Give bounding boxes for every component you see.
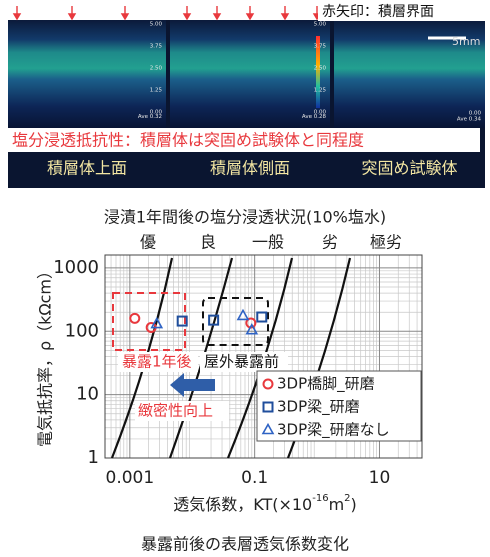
x-axis-label: 透気係数，KT(×10-16m2)	[173, 493, 357, 514]
panel-scale-label: 2.50	[150, 66, 163, 72]
grade-label: 良	[200, 233, 216, 252]
annotation: 屋外暴露前	[204, 353, 279, 371]
grade-label: 優	[140, 233, 156, 252]
panel-scale-label: Ave 0.28	[302, 114, 327, 120]
grade-label: 劣	[322, 233, 338, 252]
panel-scale-label: 1.25	[314, 88, 327, 94]
x-tick-label: 0.001	[106, 468, 155, 488]
panel-scale-label: Ave 0.34	[457, 117, 482, 123]
x-tick-label: 0.1	[241, 468, 268, 488]
y-tick-label: 1	[88, 447, 99, 468]
y-tick-label: 100	[65, 320, 99, 341]
marker	[257, 313, 266, 322]
legend-label: 3DP梁_研磨なし	[277, 421, 390, 440]
panel-label: 突固め試験体	[361, 159, 457, 178]
annotation: 緻密性向上	[138, 402, 213, 420]
x-label-sup: -16	[312, 493, 328, 504]
panel-scale-label: 3.75	[150, 44, 163, 50]
y-tick-label: 1000	[53, 257, 99, 278]
plot	[130, 310, 266, 333]
chart-title: 暴露前後の表層透気係数変化	[141, 535, 349, 554]
panel-scale-label: 5.00	[150, 22, 163, 28]
y-axis-label: 電気抵抗率，ρ（kΩcm）	[36, 263, 55, 447]
x-label-part: 透気係数，KT(×10	[173, 495, 312, 514]
caption: 浸漬1年間後の塩分浸透状況(10%塩水)	[104, 208, 386, 227]
arrows	[14, 6, 320, 19]
marker	[130, 314, 139, 323]
image-panel	[170, 20, 330, 128]
x-tick-label: 10	[369, 468, 391, 488]
panel-scale-label: 3.75	[314, 44, 327, 50]
banner: 塩分浸透抵抗性：積層体は突固め試験体と同程度	[12, 131, 364, 150]
panel-scale-label: Ave 0.32	[138, 114, 162, 120]
page: 赤矢印：積層界面 5mm 塩分浸透抵抗性：積層体は突固め試験体と同程度 浸漬1年…	[0, 0, 490, 557]
grade-label: 極劣	[370, 233, 402, 252]
marker	[238, 310, 248, 319]
x-label-part: )	[351, 495, 357, 514]
grade-label: 一般	[252, 233, 284, 252]
panel-label: 積層体上面	[47, 159, 127, 178]
x-label-part: m	[329, 495, 345, 514]
legend-label: 3DP梁_研磨	[277, 398, 360, 417]
note: 赤矢印：積層界面	[322, 4, 434, 20]
panel-scale-label: 5.00	[314, 22, 327, 28]
image-panel	[8, 20, 166, 128]
panel-scale-label: 2.50	[314, 66, 327, 72]
y-tick-label: 10	[76, 384, 99, 405]
legend-label: 3DP橋脚_研磨	[277, 375, 375, 394]
panel-label: 積層体側面	[210, 159, 290, 178]
annotation: 暴露1年後	[122, 353, 192, 371]
scale-label: 5mm	[452, 35, 480, 48]
panel-scale-label: 1.25	[150, 88, 163, 94]
